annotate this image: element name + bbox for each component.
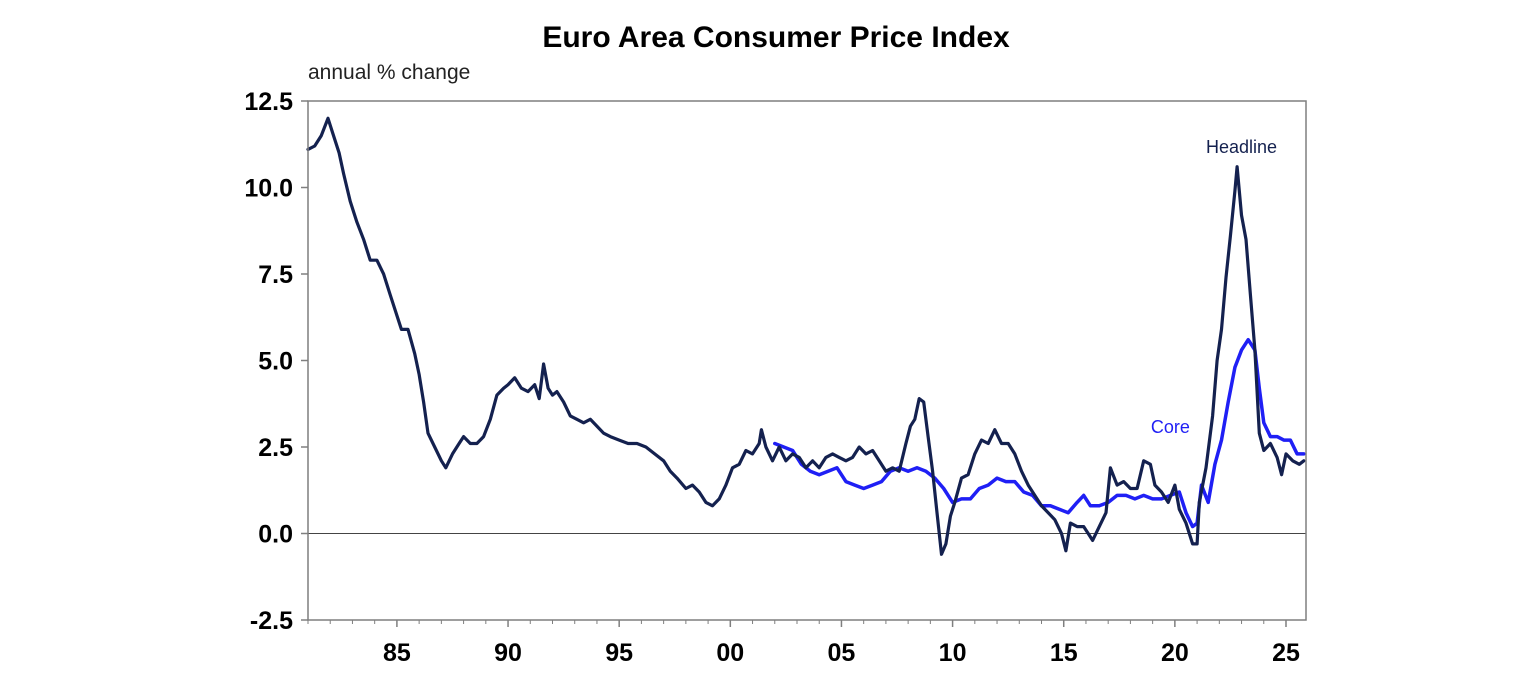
y-tick-label: -2.5 xyxy=(250,607,293,635)
y-tick-label: 0.0 xyxy=(258,521,293,549)
series-line-headline xyxy=(306,116,1306,556)
y-tick-label: 7.5 xyxy=(258,261,293,289)
y-axis: -2.5 0.0 2.5 5.0 7.5 10.0 12.5 xyxy=(244,88,308,635)
x-tick-label: 85 xyxy=(383,639,411,667)
y-tick-label: 2.5 xyxy=(258,434,293,462)
x-tick-label: 00 xyxy=(716,639,744,667)
chart-title: Euro Area Consumer Price Index xyxy=(542,21,1010,54)
x-tick-label: 10 xyxy=(939,639,967,667)
plot-frame xyxy=(307,100,1307,621)
y-tick-label: 12.5 xyxy=(244,88,293,116)
series-labels: Core Headline xyxy=(1151,137,1277,437)
x-tick-label: 05 xyxy=(828,639,856,667)
chart-subtitle: annual % change xyxy=(308,61,470,84)
y-tick-label: 5.0 xyxy=(258,348,293,376)
x-tick-label: 95 xyxy=(605,639,633,667)
x-tick-label: 25 xyxy=(1272,639,1300,667)
series-layer xyxy=(306,116,1306,556)
y-tick-label: 10.0 xyxy=(244,175,293,203)
x-axis: 85 90 95 00 05 10 15 20 25 xyxy=(307,620,1300,667)
series-label-core: Core xyxy=(1151,417,1190,437)
x-tick-label: 90 xyxy=(494,639,522,667)
series-line-core xyxy=(773,337,1306,529)
x-tick-label: 20 xyxy=(1161,639,1189,667)
x-tick-label: 15 xyxy=(1050,639,1078,667)
series-label-headline: Headline xyxy=(1206,137,1277,157)
